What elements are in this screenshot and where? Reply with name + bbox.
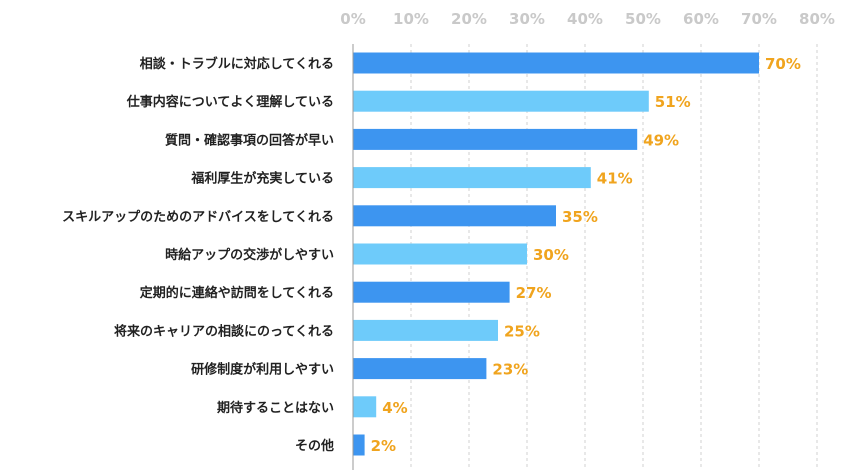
x-tick-label: 70% xyxy=(741,10,777,28)
bar xyxy=(353,52,759,74)
category-label: 福利厚生が充実している xyxy=(190,171,334,187)
bar xyxy=(353,243,527,265)
category-label: 時給アップの交渉がしやすい xyxy=(165,247,334,263)
value-label: 35% xyxy=(562,208,598,226)
category-label: その他 xyxy=(295,438,334,454)
value-label: 30% xyxy=(533,246,569,264)
category-label: 仕事内容についてよく理解している xyxy=(126,94,334,110)
category-labels: 相談・トラブルに対応してくれる仕事内容についてよく理解している質問・確認事項の回… xyxy=(62,56,334,454)
bar xyxy=(353,396,377,418)
x-tick-label: 60% xyxy=(683,10,719,28)
bar xyxy=(353,434,365,456)
bar xyxy=(353,319,498,341)
value-label: 51% xyxy=(655,93,691,111)
value-label: 27% xyxy=(516,284,552,302)
x-tick-label: 10% xyxy=(393,10,429,28)
value-labels: 70% 51% 49% 41% 35% 30% 27% 25% 23% 4% 2% xyxy=(371,55,801,455)
bar xyxy=(353,358,487,380)
x-tick-label: 80% xyxy=(799,10,835,28)
x-axis-ticks: 0% 10% 20% 30% 40% 50% 60% 70% 80% xyxy=(340,10,835,28)
value-label: 41% xyxy=(597,170,633,188)
x-tick-label: 0% xyxy=(340,10,365,28)
category-label: 相談・トラブルに対応してくれる xyxy=(140,56,334,72)
value-label: 70% xyxy=(765,55,801,73)
x-tick-label: 40% xyxy=(567,10,603,28)
bars xyxy=(353,52,759,456)
value-label: 2% xyxy=(371,437,396,455)
value-label: 25% xyxy=(504,322,540,340)
value-label: 23% xyxy=(492,361,528,379)
category-label: 研修制度が利用しやすい xyxy=(191,362,334,378)
x-tick-label: 50% xyxy=(625,10,661,28)
category-label: 将来のキャリアの相談にのってくれる xyxy=(114,323,334,339)
category-label: 定期的に連絡や訪問をしてくれる xyxy=(139,285,334,301)
category-label: 質問・確認事項の回答が早い xyxy=(165,132,334,148)
category-label: スキルアップのためのアドバイスをしてくれる xyxy=(62,210,334,225)
value-label: 49% xyxy=(643,131,679,149)
bar xyxy=(353,281,510,303)
bar xyxy=(353,167,591,189)
x-tick-label: 20% xyxy=(451,10,487,28)
value-label: 4% xyxy=(382,399,407,417)
bar xyxy=(353,205,556,227)
category-label: 期待することはない xyxy=(217,400,334,416)
bar xyxy=(353,128,638,150)
x-tick-label: 30% xyxy=(509,10,545,28)
bar xyxy=(353,90,649,112)
